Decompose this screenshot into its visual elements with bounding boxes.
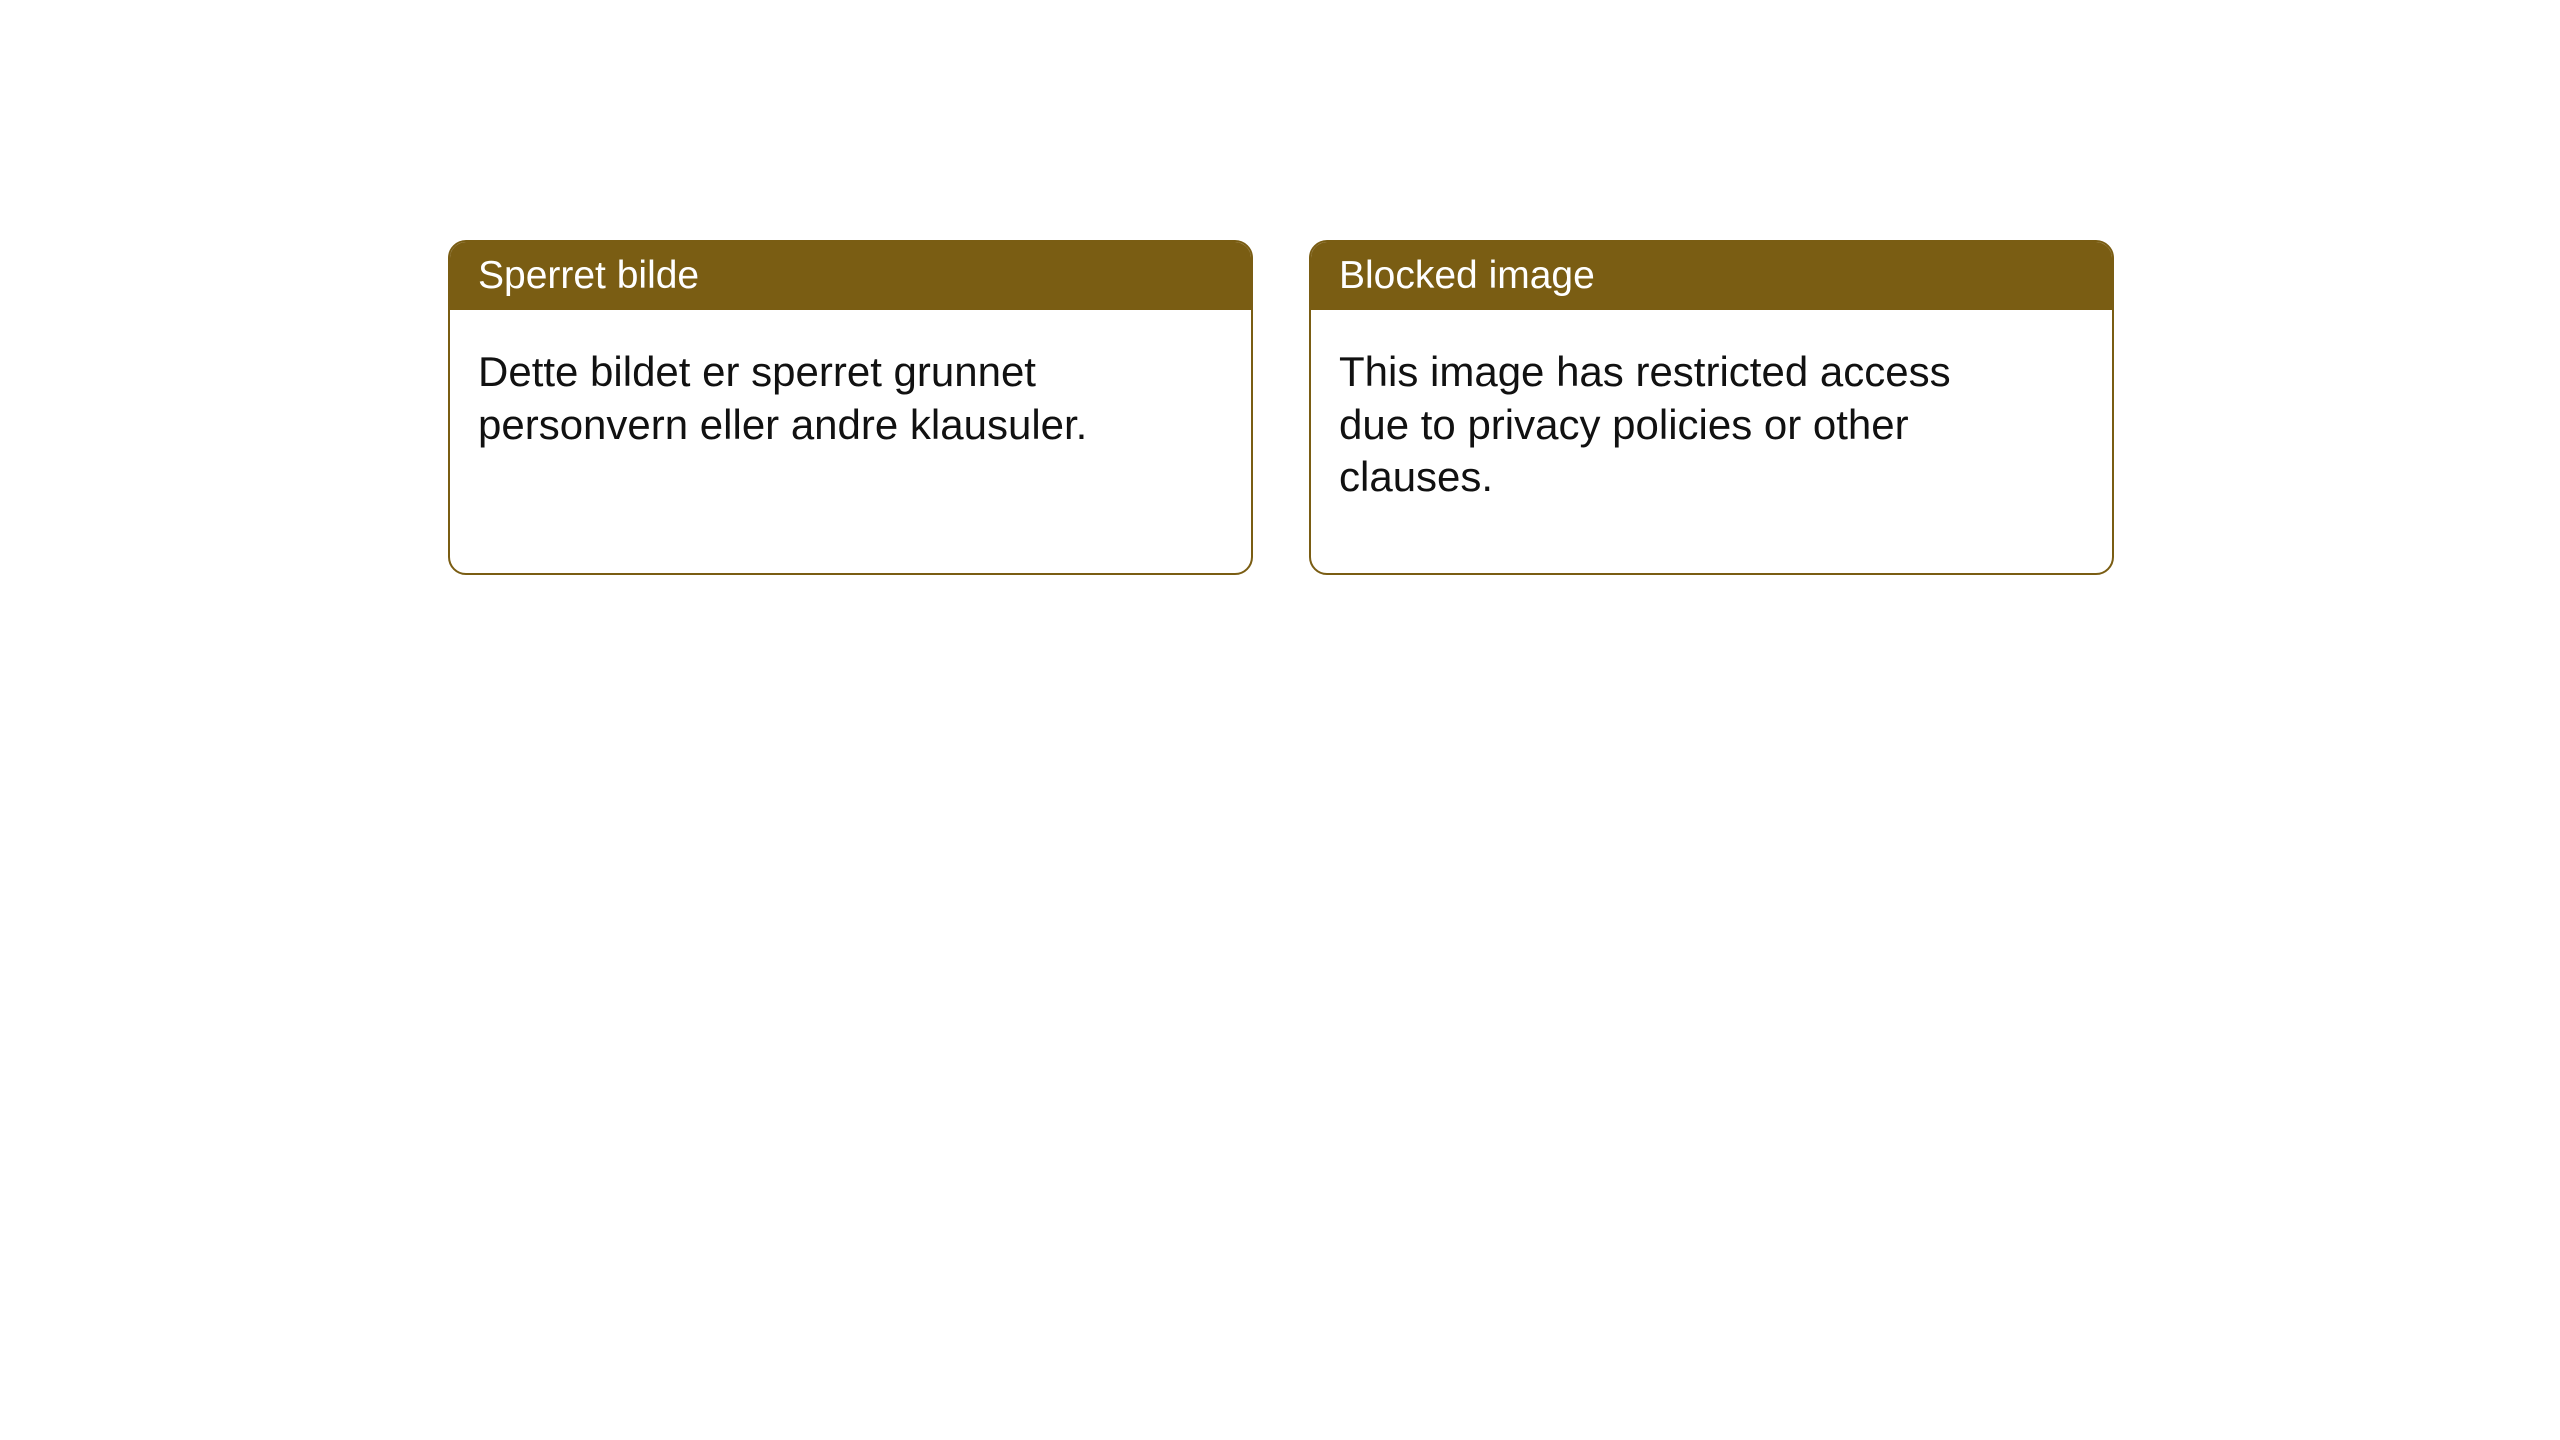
notice-card-english: Blocked image This image has restricted …	[1309, 240, 2114, 575]
notice-body-norwegian: Dette bildet er sperret grunnet personve…	[450, 310, 1130, 487]
notice-title-norwegian: Sperret bilde	[450, 242, 1251, 310]
notice-body-english: This image has restricted access due to …	[1311, 310, 1991, 540]
notice-container: Sperret bilde Dette bildet er sperret gr…	[0, 0, 2560, 575]
notice-card-norwegian: Sperret bilde Dette bildet er sperret gr…	[448, 240, 1253, 575]
notice-title-english: Blocked image	[1311, 242, 2112, 310]
